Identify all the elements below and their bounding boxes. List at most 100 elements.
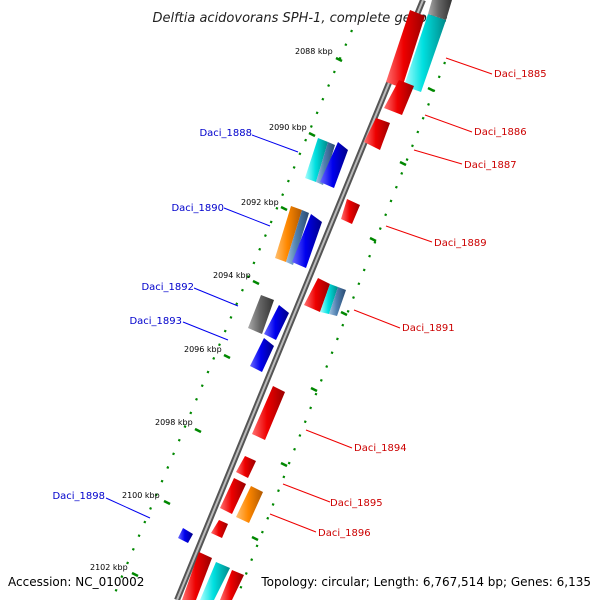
forward-strand-genes <box>182 0 452 600</box>
gene-daci-1895[interactable] <box>220 478 246 514</box>
label-daci-1888[interactable]: Daci_1888 <box>199 128 252 139</box>
label-daci-1890[interactable]: Daci_1890 <box>171 203 224 214</box>
label-daci-1898[interactable]: Daci_1898 <box>52 491 105 502</box>
tick-dot <box>287 461 291 465</box>
tick-dot <box>443 61 447 65</box>
tick-dot <box>286 179 290 183</box>
tick-dot <box>177 438 181 442</box>
scale-label-2100: 2100 kbp <box>122 491 160 500</box>
scale-label-2096: 2096 kbp <box>184 345 222 354</box>
gene-daci-1893-a[interactable] <box>264 305 289 340</box>
tick-dot <box>344 43 348 47</box>
tick-track-left <box>114 29 354 592</box>
gene-daci-1893-b[interactable] <box>250 338 274 372</box>
gene-daci-1888-steel[interactable] <box>316 142 335 185</box>
tick-dot <box>250 558 254 562</box>
tick-dot <box>332 70 336 74</box>
tick-dot <box>200 384 204 388</box>
genome-backbone <box>174 0 426 600</box>
tick-dot <box>315 111 319 115</box>
label-daci-1885[interactable]: Daci_1885 <box>494 69 547 80</box>
scale-label-2102: 2102 kbp <box>90 563 128 572</box>
topology-info-text: Topology: circular; Length: 6,767,514 bp… <box>260 575 591 589</box>
tick-track-right <box>239 61 447 589</box>
gene-daci-1886[interactable] <box>384 80 414 115</box>
reverse-strand-genes <box>178 138 348 543</box>
tick-dot <box>172 452 175 456</box>
label-daci-1889[interactable]: Daci_1889 <box>434 238 487 249</box>
tick-dot <box>292 165 296 169</box>
tick-dot <box>189 411 193 415</box>
tick-dot <box>378 227 382 230</box>
tick-dot <box>298 152 302 156</box>
tick-dot <box>282 475 286 479</box>
gene-daci-1888-blue[interactable] <box>320 142 348 188</box>
tick-dot <box>241 288 244 292</box>
label-daci-1887[interactable]: Daci_1887 <box>464 160 517 171</box>
label-leaders-left <box>105 134 299 519</box>
gene-daci-1894[interactable] <box>252 386 285 440</box>
tick-dot <box>229 316 233 319</box>
gene-daci-1895-top[interactable] <box>236 456 256 478</box>
gene-daci-1889[interactable] <box>341 199 360 224</box>
tick-dot <box>309 125 313 128</box>
gene-daci-1896[interactable] <box>236 486 263 523</box>
tick-dot <box>160 479 164 483</box>
gene-bottom-cyan[interactable] <box>200 562 230 600</box>
tick-dot <box>293 447 296 451</box>
tick-dot <box>357 282 361 286</box>
gene-red-block[interactable] <box>386 10 425 88</box>
tick-dot <box>149 506 153 510</box>
gene-labels-left: Daci_1888 Daci_1890 Daci_1892 Daci_1893 … <box>52 128 252 502</box>
map-title: Delftia acidovorans SPH-1, complete geno… <box>152 11 447 26</box>
tick-dot <box>271 503 275 506</box>
gene-daci-1891-red[interactable] <box>304 278 330 312</box>
tick-dot <box>260 530 264 534</box>
gene-small-red[interactable] <box>211 520 228 538</box>
scale-label-2090: 2090 kbp <box>269 123 307 132</box>
label-daci-1891[interactable]: Daci_1891 <box>402 323 455 334</box>
gene-cyan-block[interactable] <box>404 14 446 92</box>
tick-dot <box>143 520 147 524</box>
scale-labels: 2088 kbp 2090 kbp 2092 kbp 2094 kbp 2096… <box>90 47 333 572</box>
gene-daci-1887[interactable] <box>364 118 390 150</box>
tick-dot <box>304 138 308 142</box>
gene-gray-block[interactable] <box>428 0 452 20</box>
tick-dot <box>298 434 302 437</box>
gene-daci-1891-cyan[interactable] <box>320 284 338 314</box>
tick-dot <box>252 261 256 265</box>
tick-dot <box>327 84 331 88</box>
label-daci-1896[interactable]: Daci_1896 <box>318 528 371 539</box>
gene-bottom-red-a[interactable] <box>182 552 212 600</box>
tick-dot <box>325 365 329 368</box>
tick-dot <box>389 199 393 203</box>
label-daci-1886[interactable]: Daci_1886 <box>474 127 527 138</box>
gene-daci-1890-blue[interactable] <box>292 214 322 268</box>
gene-daci-1890-orange[interactable] <box>275 206 302 262</box>
tick-dot <box>137 534 141 538</box>
tick-dot <box>244 572 248 575</box>
label-daci-1892[interactable]: Daci_1892 <box>141 282 194 293</box>
tick-dot <box>223 329 227 333</box>
gene-daci-1891-steel[interactable] <box>329 287 346 316</box>
tick-dot <box>309 406 313 410</box>
gene-daci-1890-steel[interactable] <box>286 210 309 265</box>
tick-dot <box>350 29 354 33</box>
gene-bottom-red-b[interactable] <box>220 570 244 600</box>
tick-dot <box>330 351 334 355</box>
gene-daci-1888-cyan[interactable] <box>305 138 328 182</box>
label-daci-1893[interactable]: Daci_1893 <box>129 316 182 327</box>
gene-daci-1892[interactable] <box>248 295 274 334</box>
tick-dot <box>346 309 350 313</box>
tick-dot <box>114 588 118 592</box>
tick-dot <box>258 247 262 251</box>
tick-dot <box>341 323 345 327</box>
label-daci-1894[interactable]: Daci_1894 <box>354 443 407 454</box>
tick-dot <box>427 102 430 106</box>
tick-dot <box>411 144 414 148</box>
accession-text: Accession: NC_010002 <box>8 575 144 589</box>
tick-dot <box>416 130 420 134</box>
tick-dot <box>218 343 221 347</box>
label-daci-1895[interactable]: Daci_1895 <box>330 498 383 509</box>
gene-daci-1898[interactable] <box>178 528 193 543</box>
